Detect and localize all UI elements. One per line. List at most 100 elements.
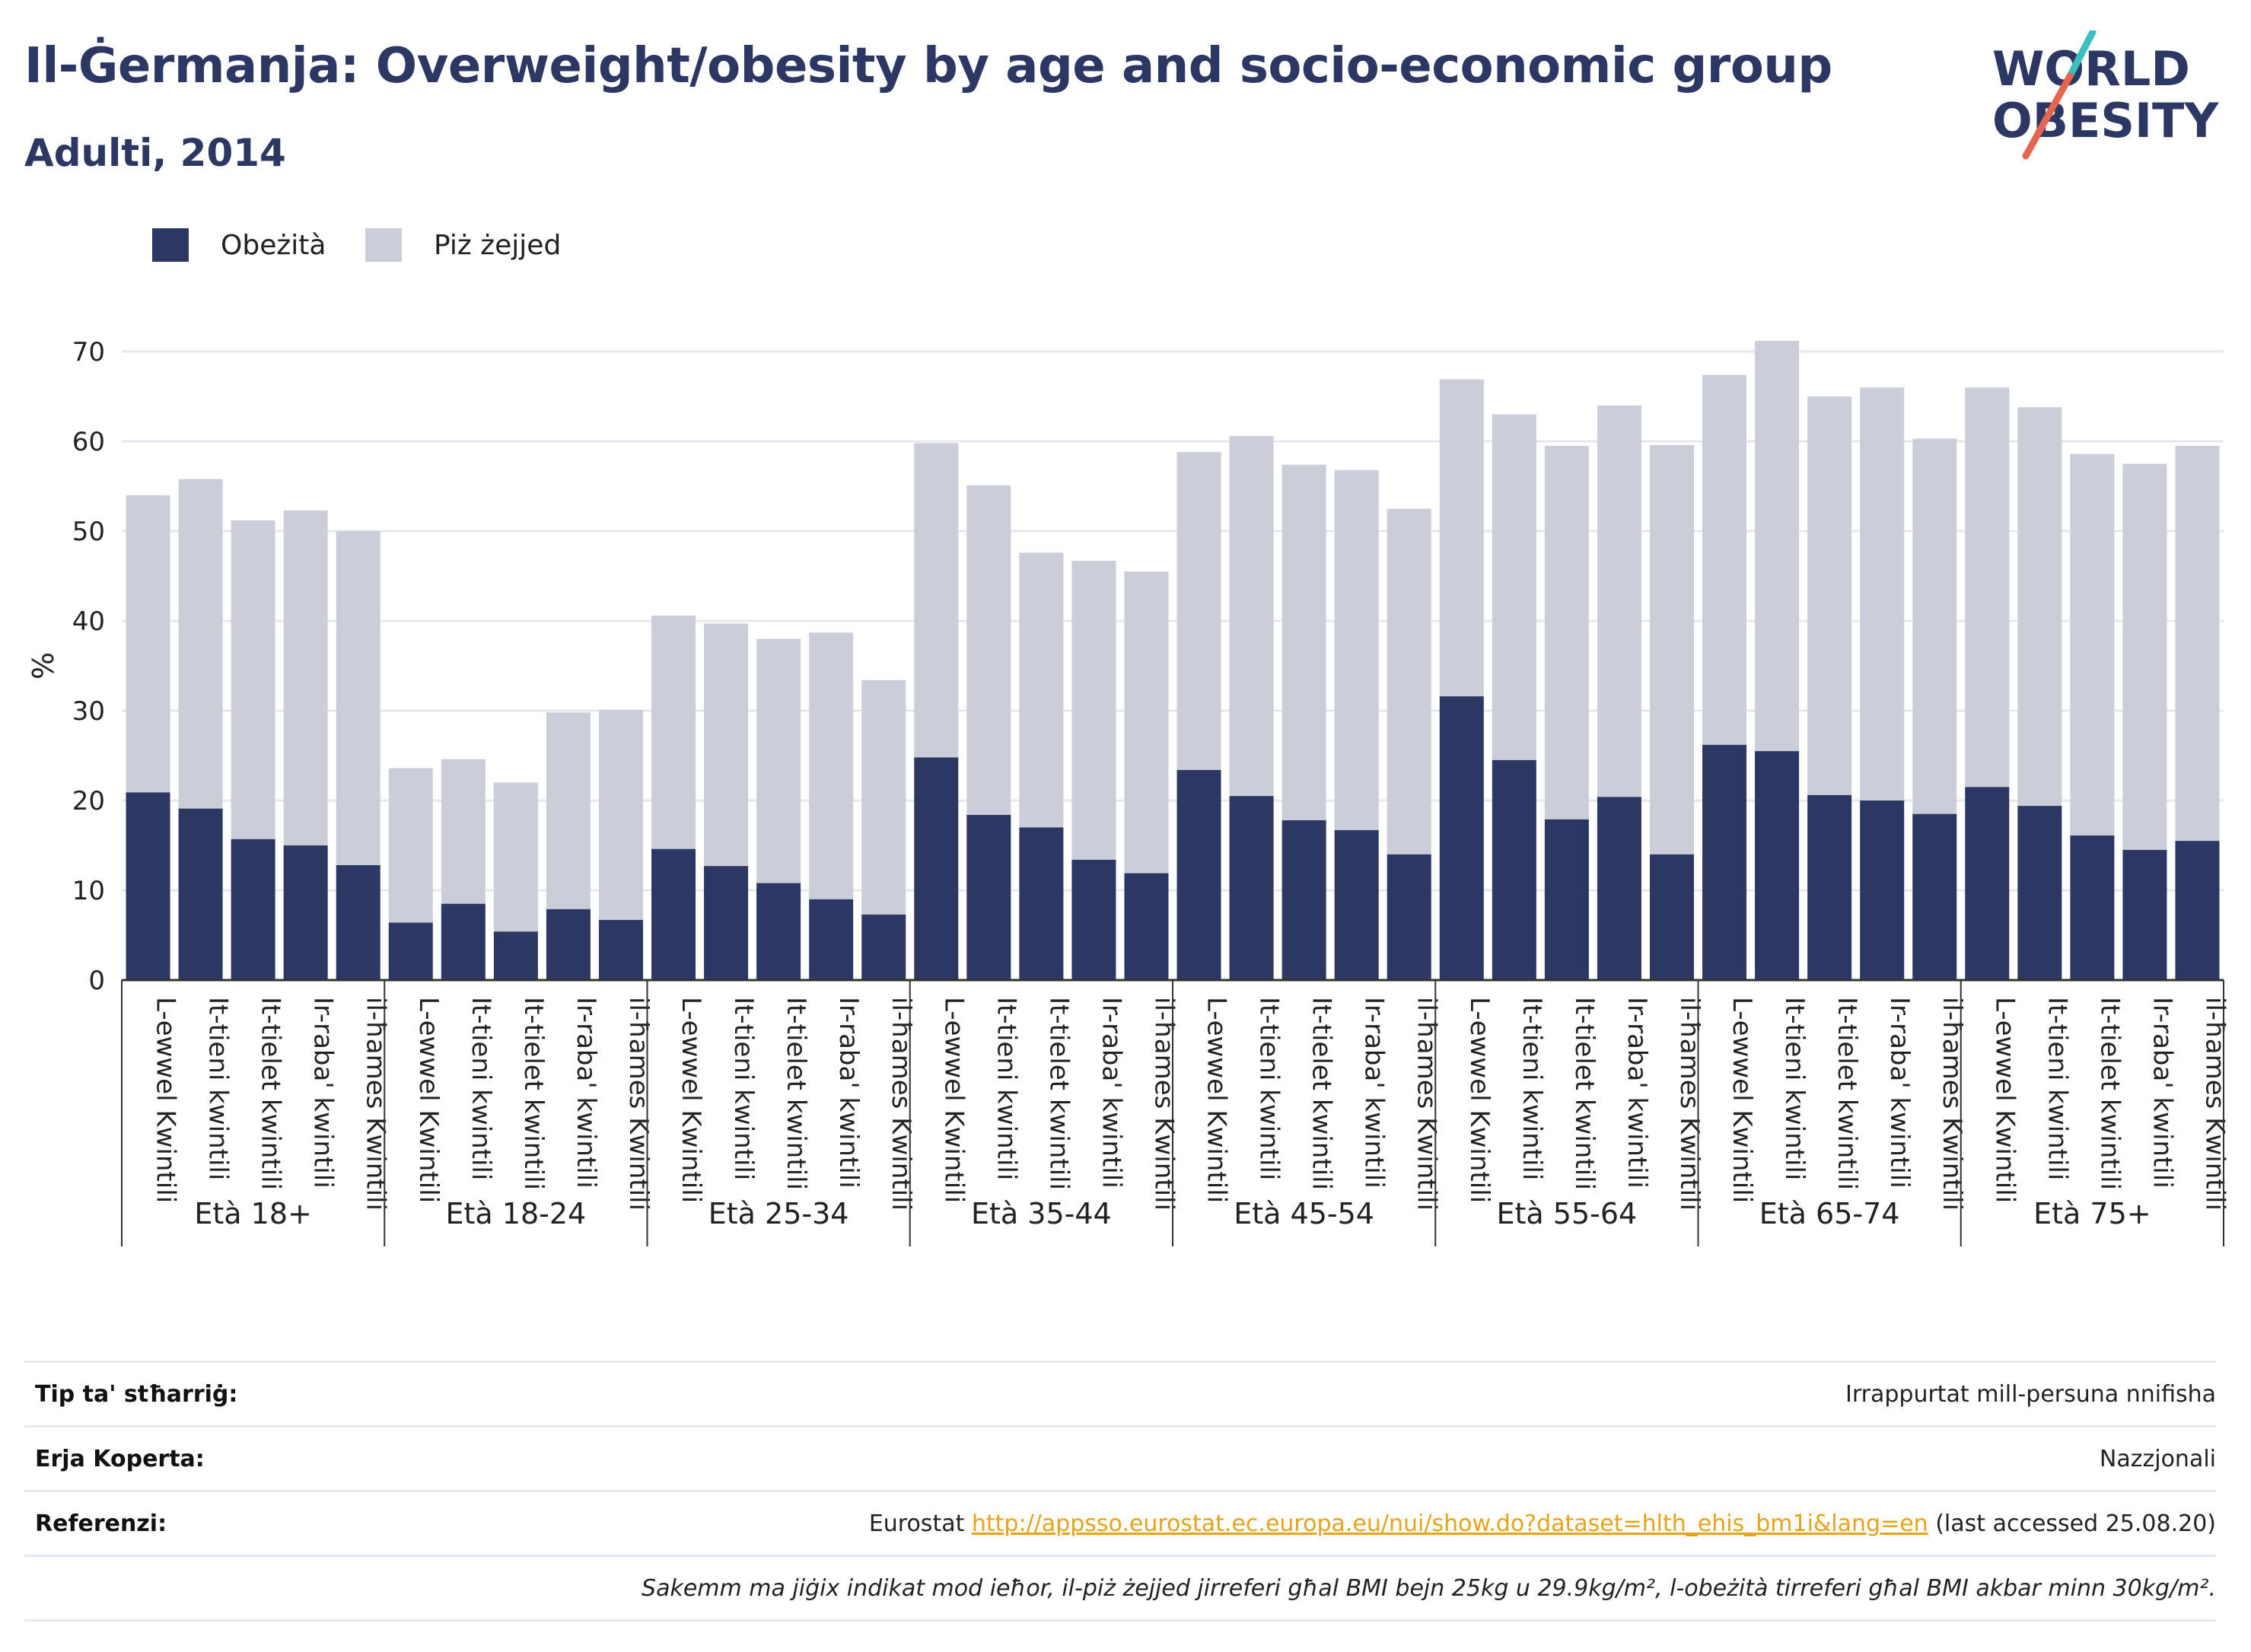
legend-label-obesity: Obeżità xyxy=(221,230,326,261)
y-tick-label: 10 xyxy=(72,876,105,906)
bar-obesity xyxy=(1965,787,2010,980)
x-tick-label: il-ħames Kwintili xyxy=(1412,997,1442,1211)
world-obesity-logo: WORLD OBESITY xyxy=(1992,30,2219,160)
x-tick-label: Ir-raba' kwintili xyxy=(2147,997,2177,1189)
info-table: Tip ta' stħarriġ: Irrappurtat mill-persu… xyxy=(24,1361,2216,1622)
bar-obesity xyxy=(1071,859,1116,980)
bar-obesity xyxy=(283,845,328,980)
info-key-references: Referenzi: xyxy=(35,1510,167,1537)
x-tick-label: It-tieni kwintili xyxy=(1517,997,1547,1180)
chart-title: Il-Ġermanja: Overweight/obesity by age a… xyxy=(24,38,1832,94)
chart-subtitle: Adulti, 2014 xyxy=(24,131,286,175)
group-label: Età 45-54 xyxy=(1234,1197,1374,1230)
x-tick-label: il-ħames Kwintili xyxy=(886,997,916,1211)
bar-overweight xyxy=(651,615,696,849)
info-val-area: Nazzjonali xyxy=(2099,1446,2216,1472)
legend-label-overweight: Piż żejjed xyxy=(434,230,562,261)
info-row-survey-type: Tip ta' stħarriġ: Irrappurtat mill-persu… xyxy=(24,1361,2216,1425)
bar-obesity xyxy=(1544,819,1589,980)
bar-overweight xyxy=(1387,508,1431,855)
bar-overweight xyxy=(861,680,906,915)
bar-obesity xyxy=(1912,813,1957,980)
x-tick-label: Ir-raba' kwintili xyxy=(1359,997,1390,1189)
bar-overweight xyxy=(1019,552,1064,828)
bar-obesity xyxy=(1649,854,1694,980)
group-label: Età 35-44 xyxy=(971,1197,1112,1230)
y-tick-label: 60 xyxy=(72,427,105,457)
bar-obesity xyxy=(1439,696,1484,980)
bar-obesity xyxy=(546,909,591,980)
bar-overweight xyxy=(1229,435,1274,797)
bar-overweight xyxy=(1176,452,1221,770)
bar-obesity xyxy=(126,792,170,980)
x-tick-label: il-ħames Kwintili xyxy=(1674,997,1705,1211)
bar-obesity xyxy=(704,866,749,980)
info-note: Sakemm ma jiġix indikat mod ieħor, il-pi… xyxy=(642,1575,2216,1602)
bar-overweight xyxy=(1649,444,1694,855)
bar-obesity xyxy=(861,914,906,980)
x-tick-label: L-ewwel Kwintili xyxy=(151,997,181,1203)
bar-overweight xyxy=(966,485,1011,815)
stacked-bar-chart: 0 10 20 30 40 50 60 70% L-ewwel Kwintili It-tieni… xyxy=(27,337,2230,1246)
bar-overweight xyxy=(809,632,854,899)
y-tick-label: 40 xyxy=(72,606,105,637)
group-label: Età 65-74 xyxy=(1759,1197,1900,1230)
bar-overweight xyxy=(178,479,223,809)
legend-swatch-overweight xyxy=(365,228,402,262)
x-tick-label: il-ħames Kwintili xyxy=(1148,997,1179,1211)
bar-overweight xyxy=(2122,463,2167,850)
bar-obesity xyxy=(651,848,696,980)
bar-overweight xyxy=(126,495,170,793)
x-tick-label: It-tielet kwintili xyxy=(256,997,286,1190)
bar-overweight xyxy=(1965,387,2010,788)
reference-suffix: (last accessed 25.08.20) xyxy=(1928,1510,2216,1537)
bar-overweight xyxy=(2017,407,2062,807)
x-tick-label: Ir-raba' kwintili xyxy=(1096,997,1126,1189)
bar-obesity xyxy=(2175,841,2220,980)
bar-overweight xyxy=(1807,396,1852,795)
bar-overweight xyxy=(1071,560,1116,860)
bar-overweight xyxy=(704,623,749,867)
x-tick-label: Ir-raba' kwintili xyxy=(308,997,339,1189)
bar-obesity xyxy=(1334,829,1379,980)
info-key-area: Erja Koperta: xyxy=(35,1446,205,1472)
y-tick-label: 30 xyxy=(72,696,105,727)
bar-obesity xyxy=(441,903,486,980)
bar-obesity xyxy=(178,808,223,980)
x-tick-label: It-tielet kwintili xyxy=(518,997,549,1190)
bar-obesity xyxy=(1807,794,1852,980)
bar-overweight xyxy=(441,759,486,904)
bar-obesity xyxy=(1229,796,1274,980)
bar-obesity xyxy=(1755,751,1800,980)
y-tick-label: 0 xyxy=(88,966,105,996)
bar-obesity xyxy=(231,839,275,980)
x-tick-label: It-tielet kwintili xyxy=(781,997,811,1190)
group-label: Età 18+ xyxy=(194,1197,311,1230)
bar-overweight xyxy=(231,520,275,839)
bar-overweight xyxy=(1544,445,1589,820)
group-label: Età 18-24 xyxy=(446,1197,587,1230)
logo-text-obesity: OBESITY xyxy=(1992,93,2219,148)
y-tick-label: 20 xyxy=(72,786,105,816)
bar-obesity xyxy=(1702,744,1747,980)
x-tick-label: L-ewwel Kwintili xyxy=(1989,997,2020,1203)
bar-obesity xyxy=(1492,759,1536,980)
reference-link[interactable]: http://appsso.eurostat.ec.europa.eu/nui/… xyxy=(971,1510,1928,1537)
x-tick-label: It-tielet kwintili xyxy=(1569,997,1600,1190)
x-tick-label: It-tieni kwintili xyxy=(991,997,1021,1180)
x-tick-label: Ir-raba' kwintili xyxy=(571,997,601,1189)
group-label: Età 55-64 xyxy=(1497,1197,1638,1230)
bar-overweight xyxy=(598,709,643,920)
bar-overweight xyxy=(1912,438,1957,814)
x-tick-label: It-tielet kwintili xyxy=(2094,997,2125,1190)
x-tick-label: Ir-raba' kwintili xyxy=(1884,997,1915,1189)
bar-overweight xyxy=(1597,405,1641,797)
bar-overweight xyxy=(756,638,801,883)
x-tick-label: It-tieni kwintili xyxy=(1779,997,1810,1180)
bar-obesity xyxy=(388,922,433,980)
bar-overweight xyxy=(1124,571,1169,874)
bar-overweight xyxy=(1282,464,1326,820)
logo-text-world: WORLD xyxy=(1992,41,2190,97)
bar-overweight xyxy=(1439,379,1484,697)
bar-obesity xyxy=(1860,801,1905,980)
